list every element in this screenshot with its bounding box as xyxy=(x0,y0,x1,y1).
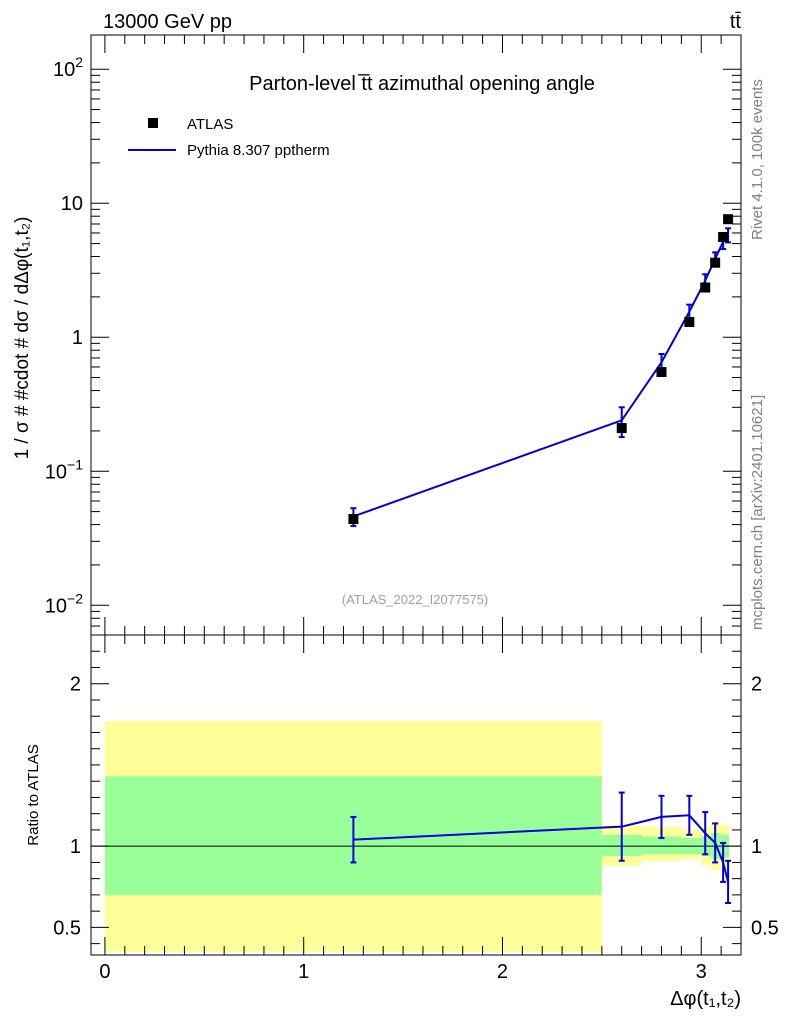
atlas-point xyxy=(723,214,734,225)
x-tick-label: 3 xyxy=(696,961,707,983)
ratio-y-tick-label: 0.5 xyxy=(53,917,81,939)
main-y-tick-label: 102 xyxy=(53,54,83,81)
ratio-axes-ticks xyxy=(91,635,742,955)
process-label: tt̄ xyxy=(730,11,742,33)
ratio-y-tick-label: 1 xyxy=(70,836,81,858)
main-data-series xyxy=(348,214,734,525)
legend: ATLAS Pythia 8.307 pptherm xyxy=(128,116,330,159)
ratio-band-green xyxy=(641,836,682,855)
atlas-point xyxy=(718,231,729,242)
ratio-mc-series xyxy=(350,791,732,905)
x-tick-label: 2 xyxy=(497,961,508,983)
main-y-tick-label: 10 xyxy=(61,193,83,215)
atlas-point xyxy=(348,514,359,525)
ratio-frame xyxy=(90,634,742,956)
main-y-tick-labels: 10−2 10−1 1 10 102 xyxy=(45,54,83,617)
main-y-tick-label: 10−1 xyxy=(45,456,83,483)
main-y-tick-label: 1 xyxy=(72,327,83,349)
analysis-tag: (ATLAS_2022_I2077575) xyxy=(342,592,488,607)
atlas-point xyxy=(656,367,667,378)
x-tick-labels: 0 1 2 3 xyxy=(99,961,706,983)
ratio-y-tick-label: 2 xyxy=(70,674,81,696)
main-y-tick-label: 10−2 xyxy=(45,590,83,617)
ratio-y-tick-label-right: 2 xyxy=(751,674,762,696)
x-tick-label: 0 xyxy=(99,961,110,983)
atlas-point xyxy=(700,282,711,293)
main-mc-series xyxy=(350,227,732,528)
pythia-line xyxy=(353,234,729,518)
legend-atlas-label: ATLAS xyxy=(187,116,233,133)
ratio-y-tick-label-right: 0.5 xyxy=(751,917,779,939)
mcplots-label: mcplots.cern.ch [arXiv:2401.10621] xyxy=(749,395,766,630)
main-axes-ticks xyxy=(91,35,742,636)
rivet-version-label: Rivet 4.1.0, 100k events xyxy=(749,79,766,240)
atlas-point xyxy=(616,423,627,434)
legend-pythia-label: Pythia 8.307 pptherm xyxy=(187,142,330,159)
main-panel: 10−2 10−1 1 10 102 Parton-level t̅t azimutha… xyxy=(12,34,742,636)
atlas-point xyxy=(710,257,721,268)
atlas-point xyxy=(684,316,695,327)
ratio-y-tick-label-right: 1 xyxy=(751,836,762,858)
ratio-panel: 0.5 0.5 1 1 2 2 0 1 2 3 Ratio to ATLAS Δφ(t₁,t₂) xyxy=(25,634,779,1010)
x-axis-label: Δφ(t₁,t₂) xyxy=(670,988,741,1010)
ratio-y-axis-label: Ratio to ATLAS xyxy=(25,744,42,845)
energy-label: 13000 GeV pp xyxy=(103,11,232,33)
x-tick-label: 1 xyxy=(298,961,309,983)
ratio-y-tick-labels: 0.5 0.5 1 1 2 2 xyxy=(53,674,779,940)
main-title: Parton-level t̅t azimuthal opening angle xyxy=(249,73,595,95)
ratio-pythia-line xyxy=(353,814,730,883)
legend-atlas-marker xyxy=(148,118,158,128)
main-y-axis-label: 1 / σ # #cdot # dσ / dΔφ(t₁,t₂) xyxy=(12,217,33,460)
